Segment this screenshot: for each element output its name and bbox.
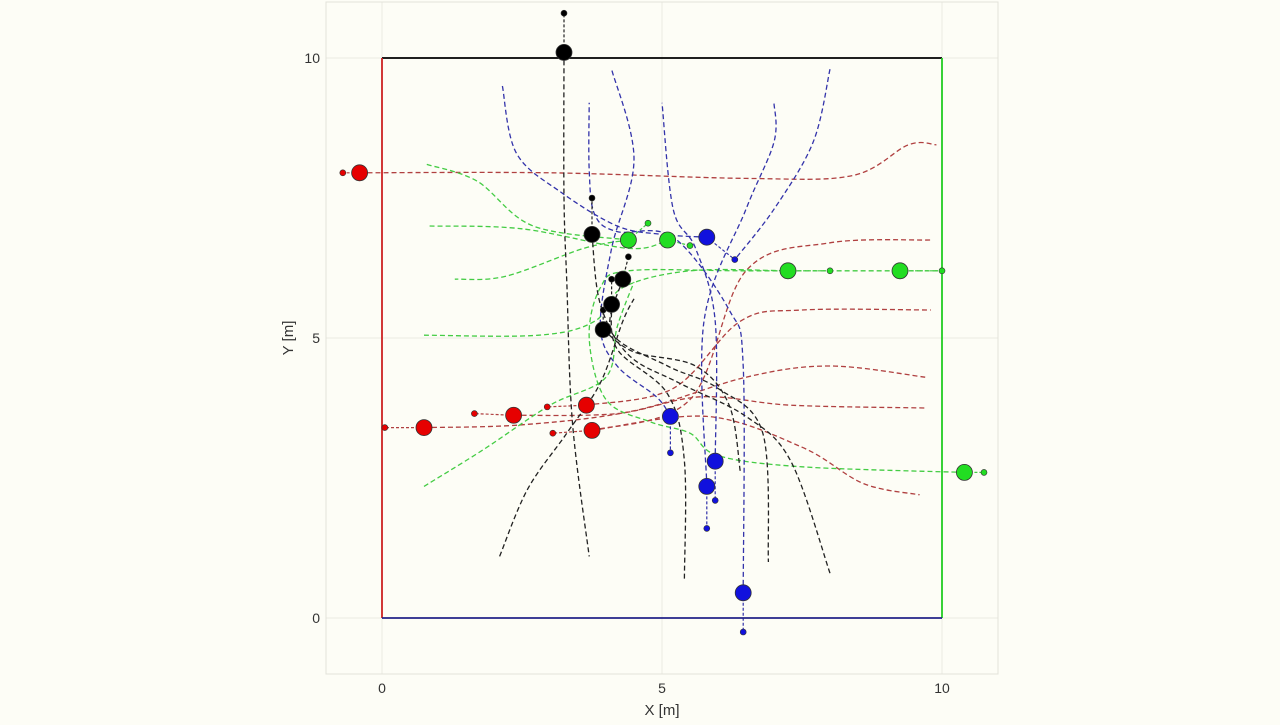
red-trajectory bbox=[591, 415, 920, 496]
red-goal-point bbox=[339, 169, 347, 177]
blue-trajectory bbox=[501, 85, 707, 238]
black-trajectory bbox=[610, 304, 687, 579]
blue-agent-point bbox=[698, 228, 716, 246]
trajectories bbox=[342, 13, 984, 632]
blue-goal-point bbox=[731, 256, 739, 263]
red-agent-point bbox=[415, 419, 433, 437]
y-axis-label: Y [m] bbox=[280, 321, 297, 356]
blue-trajectory bbox=[701, 102, 777, 487]
blue-trajectory bbox=[599, 69, 671, 417]
black-trajectory bbox=[602, 329, 742, 473]
red-trajectory bbox=[423, 365, 926, 429]
black-trajectory bbox=[499, 298, 635, 557]
red-agent-point bbox=[578, 396, 595, 414]
green-goal-point bbox=[644, 219, 652, 227]
red-agent-point bbox=[583, 421, 601, 439]
green-trajectory bbox=[588, 268, 965, 474]
green-goal-point bbox=[980, 469, 988, 476]
green-goal-point bbox=[686, 242, 694, 249]
red-agent-point bbox=[351, 164, 369, 182]
blue-goal-point bbox=[711, 497, 719, 504]
green-trajectory bbox=[429, 225, 668, 250]
black-agent-point bbox=[603, 295, 620, 313]
red-trajectory bbox=[591, 239, 931, 432]
black-agent-point bbox=[594, 321, 612, 339]
red-goal-point bbox=[471, 410, 478, 417]
black-goal-link bbox=[622, 256, 629, 280]
black-goal-point bbox=[560, 9, 568, 17]
green-agent-point bbox=[620, 231, 637, 249]
green-agent-point bbox=[956, 463, 973, 481]
red-goal-point bbox=[549, 429, 557, 437]
red-trajectory bbox=[586, 308, 931, 406]
goal-markers bbox=[339, 9, 988, 636]
x-tick-label: 5 bbox=[658, 680, 666, 696]
black-trajectory bbox=[609, 279, 770, 563]
blue-agent-point bbox=[662, 407, 679, 425]
y-tick-label: 0 bbox=[312, 610, 320, 626]
green-goal-point bbox=[938, 267, 946, 275]
red-goal-point bbox=[543, 403, 551, 411]
blue-goal-point bbox=[739, 628, 747, 636]
black-agent-point bbox=[555, 44, 573, 61]
x-tick-label: 0 bbox=[378, 680, 386, 696]
red-trajectory bbox=[359, 141, 937, 180]
red-agent-point bbox=[505, 406, 522, 424]
y-tick-label: 10 bbox=[304, 50, 320, 66]
arena-boundaries bbox=[381, 57, 943, 619]
red-goal-point bbox=[381, 424, 389, 431]
tick-labels: 0 5 10 0 5 10 bbox=[304, 50, 950, 696]
blue-agent-point bbox=[698, 477, 716, 495]
black-trajectory bbox=[563, 52, 590, 557]
green-trajectory bbox=[454, 239, 629, 281]
black-agent-point bbox=[583, 225, 601, 243]
black-agent-point bbox=[614, 270, 632, 288]
blue-trajectory bbox=[661, 102, 718, 462]
green-agent-point bbox=[779, 262, 797, 280]
x-tick-label: 10 bbox=[934, 680, 950, 696]
green-goal-point bbox=[826, 267, 834, 275]
x-axis-label: X [m] bbox=[644, 702, 679, 719]
blue-trajectory bbox=[734, 69, 831, 260]
green-trajectory bbox=[423, 281, 635, 487]
blue-agent-point bbox=[706, 452, 724, 470]
green-agent-point bbox=[891, 262, 909, 280]
blue-agent-point bbox=[734, 584, 752, 602]
green-agent-point bbox=[659, 231, 676, 249]
black-trajectory bbox=[591, 234, 831, 574]
blue-goal-point bbox=[703, 525, 711, 532]
axes bbox=[325, 1, 999, 675]
agent-markers bbox=[351, 44, 973, 602]
green-trajectory bbox=[426, 163, 629, 241]
axes-box bbox=[325, 1, 999, 675]
y-tick-label: 5 bbox=[312, 330, 320, 346]
red-trajectory bbox=[513, 395, 926, 417]
black-goal-point bbox=[588, 194, 596, 202]
black-goal-point bbox=[608, 275, 615, 283]
green-goal-link bbox=[667, 239, 691, 247]
black-goal-point bbox=[625, 253, 632, 261]
blue-goal-point bbox=[667, 449, 674, 457]
